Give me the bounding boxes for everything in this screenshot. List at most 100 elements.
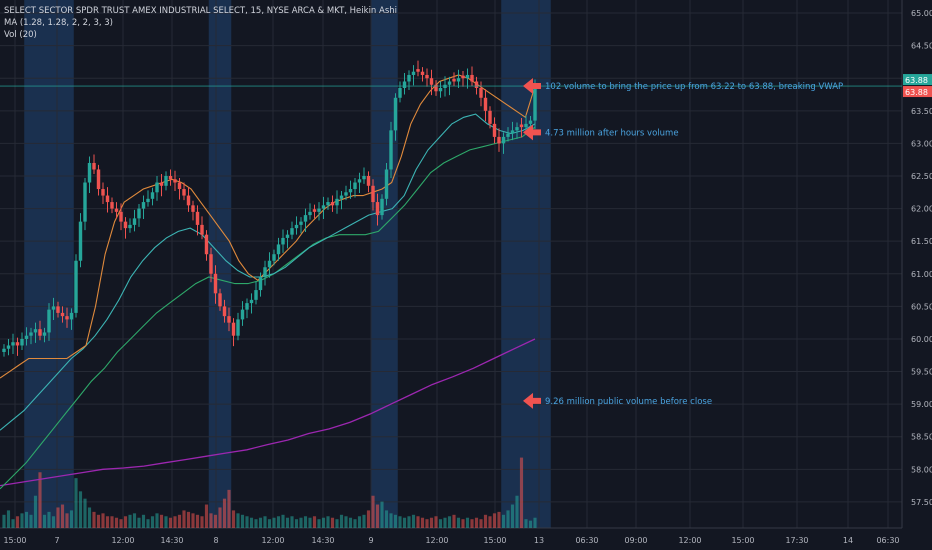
candle-body: [497, 136, 501, 144]
volume-bar: [33, 495, 38, 528]
candle-body: [204, 234, 209, 255]
candle-body: [515, 127, 519, 131]
candle-body: [173, 179, 177, 183]
candle-body: [533, 86, 537, 121]
x-tick-label: 14:30: [311, 536, 334, 545]
x-tick-label: 9: [368, 536, 373, 545]
y-tick-label: 59.50: [911, 368, 932, 377]
candle-body: [132, 218, 137, 225]
volume-bar: [47, 511, 51, 528]
x-tick-label: 06:30: [575, 536, 598, 545]
candle-body: [155, 182, 159, 193]
candle-body: [263, 267, 267, 278]
candle-body: [29, 332, 33, 336]
x-tick-label: 09:00: [624, 536, 647, 545]
candle-body: [303, 215, 308, 222]
candle-body: [447, 81, 452, 85]
candle-body: [366, 176, 371, 186]
volume-bar: [78, 491, 83, 528]
volume-bar: [101, 513, 105, 528]
candle-body: [213, 273, 218, 294]
candle-body: [344, 192, 348, 196]
x-tick-label: 7: [54, 536, 59, 545]
volume-bar: [42, 514, 47, 528]
candle-body: [357, 179, 362, 183]
candle-body: [146, 198, 150, 203]
candle-body: [290, 228, 294, 235]
candle-body: [465, 74, 470, 79]
volume-bar: [276, 516, 281, 528]
candle-body: [393, 97, 398, 131]
volume-bar: [11, 519, 15, 528]
volume-bar: [132, 513, 137, 528]
vwap-line: [0, 338, 536, 487]
session-band: [501, 0, 551, 528]
volume-bar: [483, 514, 488, 528]
volume-bar: [218, 507, 222, 528]
candle-body: [128, 224, 132, 229]
candle-body: [470, 74, 474, 82]
candle-body: [362, 176, 366, 180]
candle-body: [254, 290, 258, 300]
candle-body: [528, 120, 533, 124]
volume-bar: [528, 520, 533, 528]
candle-body: [488, 110, 492, 124]
volume-bar: [128, 514, 132, 528]
volume-bar: [60, 504, 65, 528]
candle-body: [461, 75, 465, 79]
volume-bar: [317, 519, 321, 528]
candle-body: [407, 74, 411, 82]
volume-bar: [402, 517, 407, 528]
candle-body: [339, 195, 344, 199]
volume-bar: [96, 514, 101, 528]
volume-bar: [339, 514, 344, 528]
candle-body: [83, 182, 87, 222]
volume-bar: [195, 514, 200, 528]
candle-body: [510, 130, 515, 134]
candle-body: [186, 195, 191, 206]
candle-body: [15, 342, 20, 346]
volume-bar: [290, 516, 294, 528]
volume-bar: [312, 516, 317, 528]
candle-body: [321, 205, 326, 209]
volume-bar: [429, 517, 434, 528]
volume-bar: [488, 516, 492, 528]
volume-bar: [69, 510, 74, 528]
volume-bar: [416, 516, 420, 528]
volume-bar: [407, 516, 411, 528]
candle-body: [425, 74, 429, 79]
candle-body: [65, 316, 69, 320]
y-tick-label: 62.50: [911, 172, 932, 181]
volume-bar: [168, 517, 173, 528]
volume-bar: [146, 519, 150, 528]
volume-bar: [393, 514, 398, 528]
volume-bar: [344, 516, 348, 528]
candle-body: [56, 306, 60, 313]
candle-body: [92, 162, 96, 170]
candle-body: [182, 189, 186, 196]
candle-body: [492, 123, 497, 137]
candle-body: [74, 260, 78, 313]
candle-body: [335, 198, 339, 206]
volume-bar: [515, 495, 519, 528]
candle-body: [119, 211, 123, 222]
candle-body: [438, 88, 443, 92]
candle-body: [524, 123, 528, 128]
volume-bar: [6, 510, 11, 528]
volume-bar: [24, 511, 29, 528]
candle-body: [38, 329, 42, 336]
candle-body: [479, 88, 483, 98]
candle-body: [123, 221, 128, 229]
volume-bar: [470, 519, 474, 528]
candle-body: [11, 342, 15, 346]
candle-body: [159, 182, 164, 186]
volume-bar: [384, 510, 389, 528]
candle-body: [240, 309, 245, 320]
y-tick-label: 60.50: [911, 302, 932, 311]
candle-body: [47, 309, 51, 333]
volume-bar: [56, 507, 60, 528]
volume-bar: [335, 519, 339, 528]
volume-bar: [191, 513, 195, 528]
